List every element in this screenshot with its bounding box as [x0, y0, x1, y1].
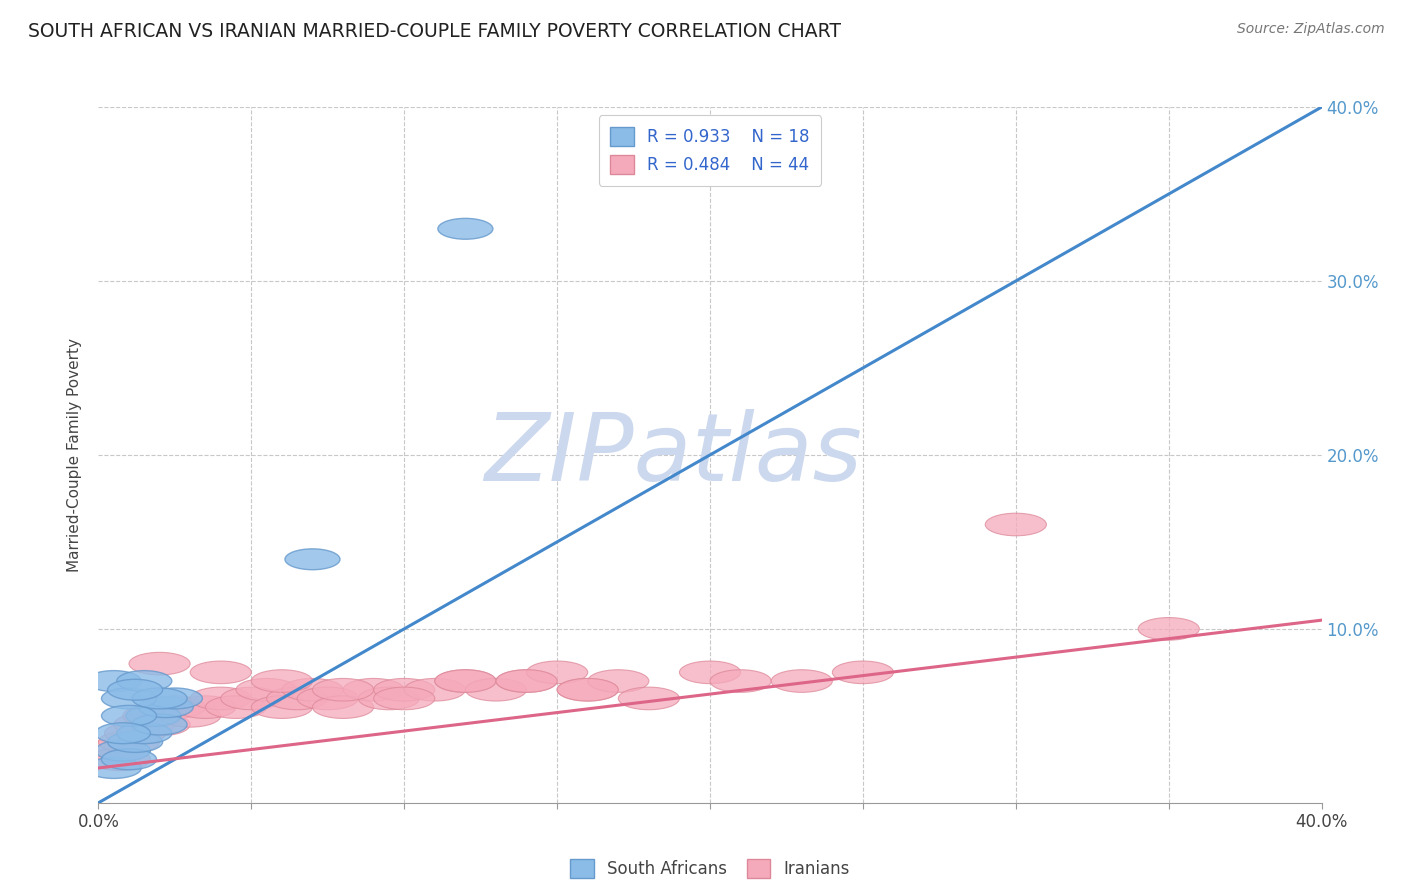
Legend: South Africans, Iranians: South Africans, Iranians	[564, 853, 856, 885]
Ellipse shape	[108, 680, 163, 700]
Ellipse shape	[710, 670, 770, 692]
Ellipse shape	[619, 687, 679, 710]
Ellipse shape	[138, 697, 193, 717]
Ellipse shape	[557, 679, 619, 701]
Ellipse shape	[526, 661, 588, 683]
Ellipse shape	[190, 661, 252, 683]
Ellipse shape	[434, 670, 496, 692]
Ellipse shape	[127, 706, 181, 726]
Ellipse shape	[160, 705, 221, 727]
Ellipse shape	[770, 670, 832, 692]
Ellipse shape	[190, 687, 252, 710]
Ellipse shape	[434, 670, 496, 692]
Ellipse shape	[129, 714, 190, 736]
Ellipse shape	[101, 688, 156, 709]
Ellipse shape	[374, 679, 434, 701]
Ellipse shape	[221, 687, 281, 710]
Ellipse shape	[405, 679, 465, 701]
Ellipse shape	[129, 652, 190, 675]
Text: SOUTH AFRICAN VS IRANIAN MARRIED-COUPLE FAMILY POVERTY CORRELATION CHART: SOUTH AFRICAN VS IRANIAN MARRIED-COUPLE …	[28, 22, 841, 41]
Ellipse shape	[205, 696, 267, 718]
Ellipse shape	[312, 696, 374, 718]
Ellipse shape	[252, 696, 312, 718]
Ellipse shape	[437, 219, 494, 239]
Ellipse shape	[108, 731, 163, 752]
Ellipse shape	[1137, 617, 1199, 640]
Ellipse shape	[132, 714, 187, 735]
Ellipse shape	[101, 706, 156, 726]
Ellipse shape	[148, 688, 202, 709]
Ellipse shape	[281, 679, 343, 701]
Ellipse shape	[312, 679, 374, 701]
Ellipse shape	[96, 740, 150, 761]
Ellipse shape	[117, 723, 172, 744]
Ellipse shape	[267, 687, 328, 710]
Ellipse shape	[285, 549, 340, 570]
Ellipse shape	[832, 661, 894, 683]
Ellipse shape	[343, 679, 404, 701]
Ellipse shape	[359, 687, 419, 710]
Ellipse shape	[236, 679, 297, 701]
Ellipse shape	[86, 757, 141, 779]
Ellipse shape	[96, 723, 150, 744]
Text: ZIPatlas: ZIPatlas	[485, 409, 862, 500]
Ellipse shape	[83, 739, 145, 762]
Ellipse shape	[101, 749, 156, 770]
Ellipse shape	[588, 670, 650, 692]
Ellipse shape	[98, 731, 160, 753]
Ellipse shape	[557, 679, 619, 701]
Ellipse shape	[465, 679, 526, 701]
Ellipse shape	[496, 670, 557, 692]
Ellipse shape	[104, 722, 166, 745]
Ellipse shape	[132, 688, 187, 709]
Ellipse shape	[986, 513, 1046, 536]
Ellipse shape	[114, 714, 174, 736]
Ellipse shape	[86, 671, 141, 691]
Ellipse shape	[89, 748, 150, 771]
Ellipse shape	[252, 670, 312, 692]
Ellipse shape	[679, 661, 741, 683]
Ellipse shape	[174, 696, 236, 718]
Ellipse shape	[117, 671, 172, 691]
Ellipse shape	[122, 705, 184, 727]
Ellipse shape	[374, 687, 434, 710]
Ellipse shape	[297, 687, 359, 710]
Ellipse shape	[145, 696, 205, 718]
Ellipse shape	[496, 670, 557, 692]
Y-axis label: Married-Couple Family Poverty: Married-Couple Family Poverty	[67, 338, 83, 572]
Text: Source: ZipAtlas.com: Source: ZipAtlas.com	[1237, 22, 1385, 37]
